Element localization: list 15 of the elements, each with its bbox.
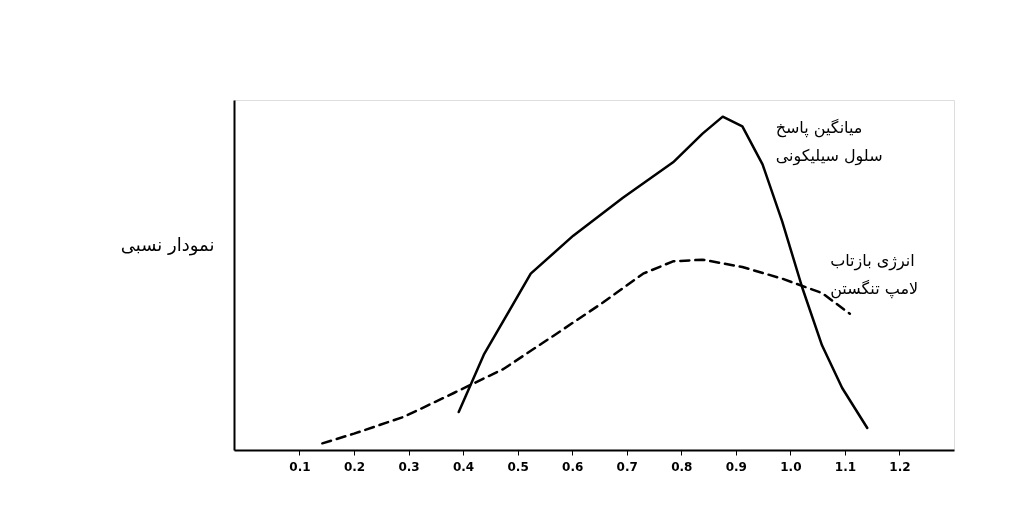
x-tick-label: 1.2 [889, 459, 911, 474]
annotation: انرژی بازتاب لامپ تنگستن [830, 251, 919, 299]
x-tick-label: 0.1 [289, 459, 311, 474]
x-tick-label: 1.1 [834, 459, 857, 474]
annotation: میانگین پاسخ سلول سیلیکونی [775, 117, 883, 166]
x-tick-label: 0.4 [452, 459, 475, 474]
x-tick-label: 0.5 [507, 459, 529, 474]
x-tick-label: 0.7 [616, 459, 638, 474]
x-tick-label: 0.3 [398, 459, 420, 474]
x-tick-label: 1.0 [780, 459, 802, 474]
x-tick-label: 0.8 [671, 459, 693, 474]
x-tick-label: 0.6 [562, 459, 584, 474]
x-tick-label: 0.9 [725, 459, 747, 474]
y-axis-title: نمودار نسبی [120, 233, 215, 256]
x-tick-label: 0.2 [343, 459, 366, 474]
